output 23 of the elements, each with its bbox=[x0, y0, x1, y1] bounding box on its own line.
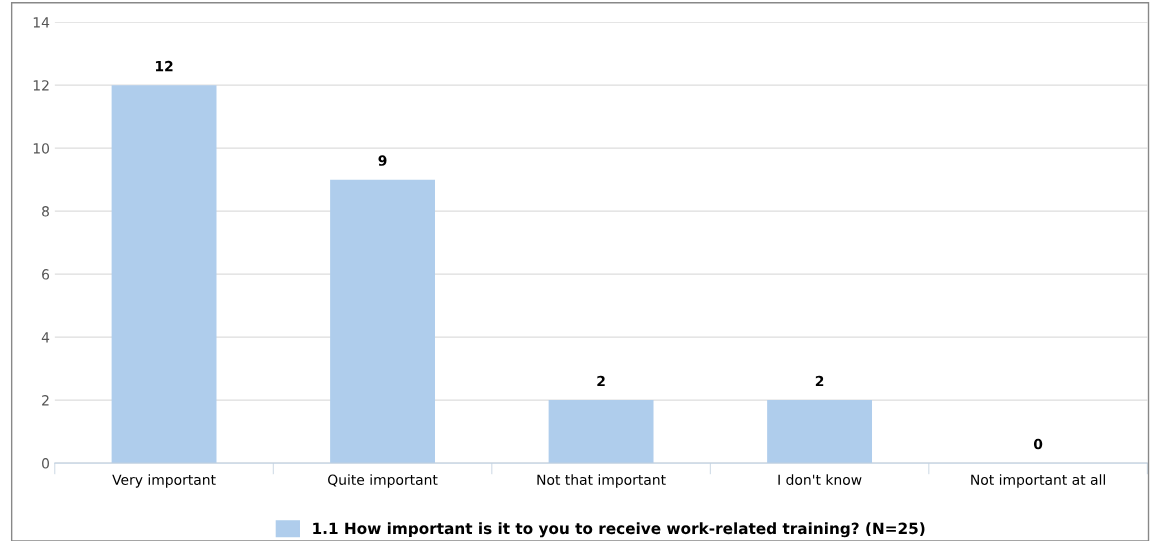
data-label: 9 bbox=[378, 155, 387, 166]
y-tick-label: 6 bbox=[42, 269, 50, 280]
bar bbox=[111, 85, 217, 464]
data-label: 2 bbox=[597, 375, 605, 387]
y-tick-label: 10 bbox=[33, 143, 50, 154]
x-tick-label: Quite important bbox=[328, 474, 438, 488]
data-label: 12 bbox=[155, 60, 173, 72]
bar bbox=[330, 179, 436, 464]
data-label: 2 bbox=[815, 375, 824, 387]
y-tick-label: 12 bbox=[33, 80, 49, 91]
x-tick-label: Not important at all bbox=[971, 474, 1105, 488]
y-tick-label: 14 bbox=[33, 17, 50, 28]
y-tick-label: 0 bbox=[42, 458, 50, 469]
data-label: 0 bbox=[1033, 438, 1043, 450]
x-tick-label: Not that important bbox=[537, 474, 666, 488]
bar bbox=[767, 400, 873, 464]
x-tick-label: Very important bbox=[112, 474, 216, 488]
y-tick-label: 2 bbox=[42, 395, 49, 406]
y-tick-label: 8 bbox=[42, 206, 49, 217]
bar bbox=[548, 400, 654, 464]
x-tick-label: I don't know bbox=[778, 474, 862, 485]
y-tick-label: 4 bbox=[41, 332, 50, 343]
legend-label: 1.1 How important is it to you to receive work-related training? (N=25) bbox=[313, 522, 925, 538]
